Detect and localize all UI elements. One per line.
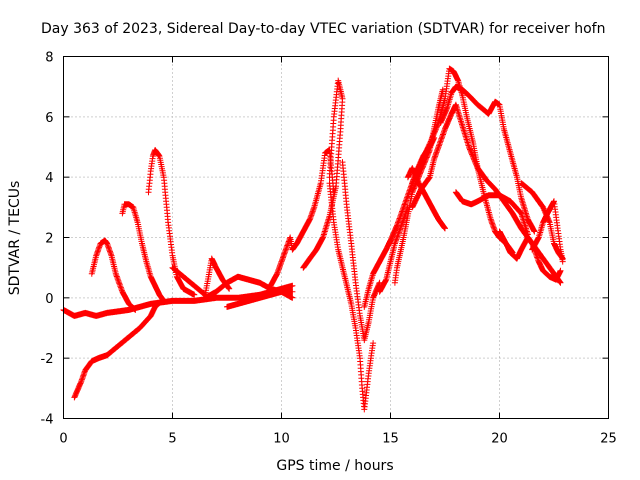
y-tick-label: 2: [45, 232, 53, 247]
x-tick-label: 10: [273, 432, 290, 447]
series-track-23: [518, 180, 566, 262]
data-point-markers: [119, 201, 167, 304]
y-tick-label: 6: [45, 111, 53, 126]
labels-layer: 0 5 10 15 20 25 -4 -2 0 2 4 6 8: [41, 51, 617, 447]
y-tick-label: 4: [45, 171, 53, 186]
data-point-markers: [339, 159, 383, 344]
series-track-12: [339, 159, 383, 344]
chart-title: Day 363 of 2023, Sidereal Day-to-day VTE…: [41, 21, 605, 37]
series-track-8: [224, 288, 296, 310]
data-point-markers: [437, 83, 538, 235]
y-tick-label: -4: [41, 413, 54, 428]
x-tick-label: 15: [382, 432, 399, 447]
x-tick-label: 20: [491, 432, 508, 447]
data-point-markers: [326, 180, 377, 413]
data-point-markers: [404, 165, 448, 232]
x-axis-label: GPS time / hours: [276, 458, 393, 474]
series-track-4: [119, 201, 167, 304]
series-track-1: [60, 282, 296, 319]
data-point-markers: [71, 297, 165, 401]
data-point-markers: [452, 189, 531, 238]
series-track-17: [437, 83, 538, 235]
points-layer: [60, 65, 566, 413]
series-track-19: [452, 189, 531, 238]
y-tick-label: 0: [45, 292, 53, 307]
data-point-markers: [224, 288, 296, 310]
series-track-11: [326, 180, 377, 413]
y-axis-label: SDTVAR / TECUs: [7, 181, 23, 296]
y-tick-label: -2: [41, 352, 54, 367]
data-point-markers: [60, 282, 296, 319]
data-point-markers: [88, 237, 139, 313]
series-track-3: [88, 237, 139, 313]
y-tick-label: 8: [45, 51, 53, 66]
x-tick-label: 5: [168, 432, 176, 447]
x-tick-label: 0: [59, 432, 67, 447]
series-track-5: [145, 147, 198, 298]
x-tick-label: 25: [600, 432, 617, 447]
series-track-20: [404, 165, 448, 232]
data-point-markers: [145, 147, 198, 298]
series-track-2: [71, 297, 165, 401]
ticks-layer: [63, 56, 609, 419]
data-point-markers: [518, 180, 566, 262]
